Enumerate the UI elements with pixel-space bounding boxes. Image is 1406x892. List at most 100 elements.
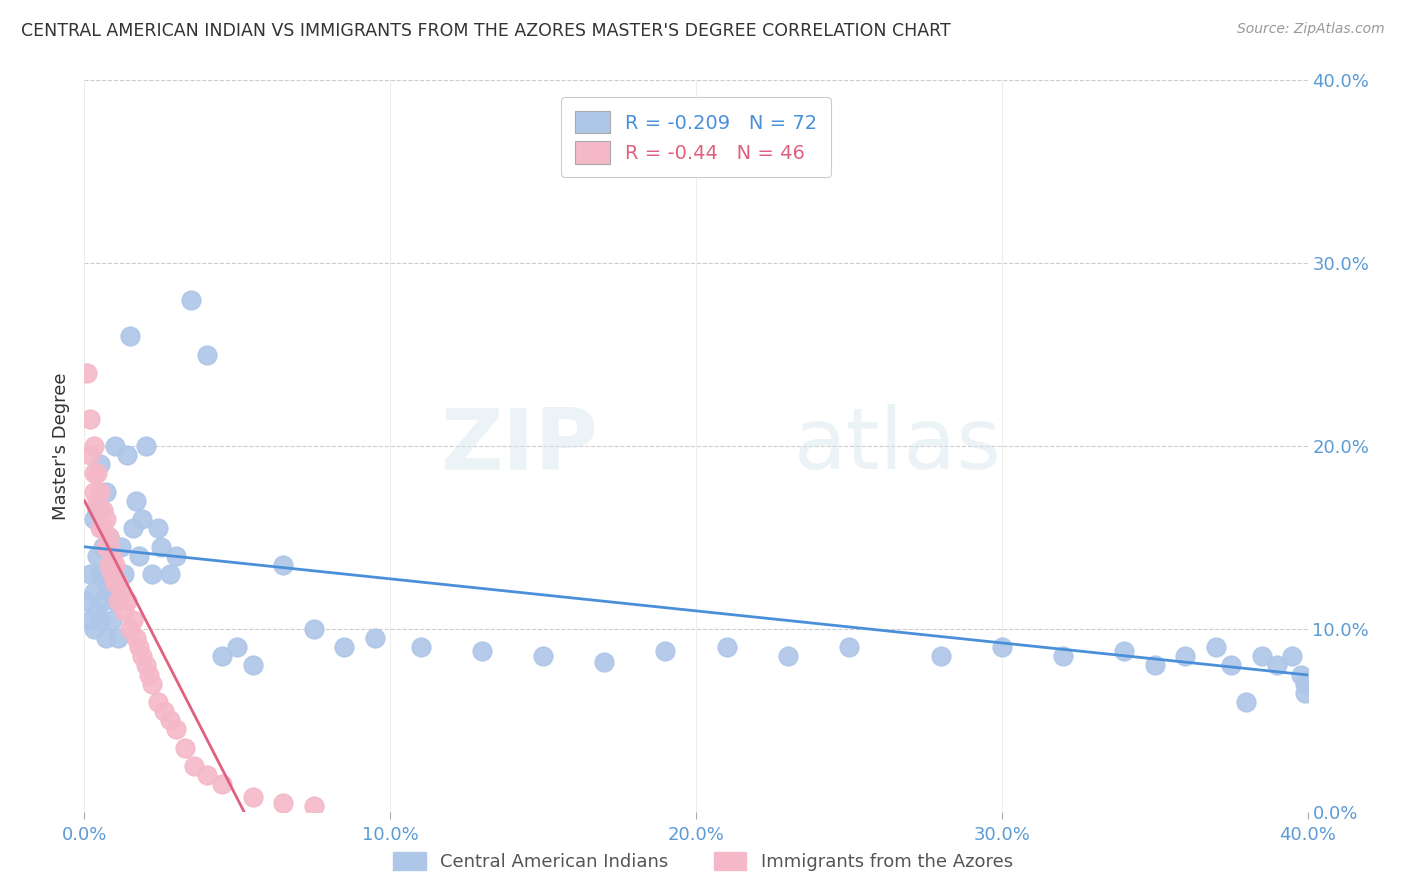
Y-axis label: Master's Degree: Master's Degree xyxy=(52,372,70,520)
Point xyxy=(79,613,101,627)
Point xyxy=(409,640,432,655)
Point xyxy=(135,658,157,673)
Text: Source: ZipAtlas.com: Source: ZipAtlas.com xyxy=(1237,22,1385,37)
Point xyxy=(83,585,105,599)
Point xyxy=(91,540,114,554)
Point xyxy=(271,796,294,810)
Point xyxy=(211,777,233,791)
Point xyxy=(1143,658,1166,673)
Point xyxy=(83,467,105,481)
Point xyxy=(141,676,163,690)
Point xyxy=(115,594,138,608)
Point xyxy=(104,576,127,591)
Point xyxy=(79,448,101,462)
Point xyxy=(101,613,124,627)
Point xyxy=(110,585,132,599)
Point xyxy=(89,457,111,471)
Point xyxy=(159,567,181,582)
Point xyxy=(149,540,172,554)
Point xyxy=(112,567,135,582)
Point xyxy=(97,530,120,544)
Point xyxy=(1291,667,1313,681)
Point xyxy=(122,613,145,627)
Point xyxy=(135,439,157,453)
Point xyxy=(716,640,738,655)
Point xyxy=(226,640,249,655)
Point xyxy=(146,521,169,535)
Point xyxy=(271,558,294,572)
Point xyxy=(1052,649,1074,664)
Point xyxy=(141,567,163,582)
Point xyxy=(112,603,135,617)
Point xyxy=(101,549,124,563)
Point xyxy=(1294,686,1316,700)
Point xyxy=(107,631,129,645)
Point xyxy=(153,704,176,718)
Point xyxy=(97,540,120,554)
Point xyxy=(195,768,218,782)
Point xyxy=(86,603,108,617)
Point xyxy=(1236,695,1258,709)
Point xyxy=(101,558,124,572)
Point xyxy=(89,503,111,517)
Point xyxy=(593,655,616,669)
Point xyxy=(107,576,129,591)
Point xyxy=(174,740,197,755)
Point xyxy=(104,594,127,608)
Point xyxy=(97,530,120,544)
Point xyxy=(83,622,105,636)
Point xyxy=(110,540,132,554)
Point xyxy=(89,484,111,499)
Point xyxy=(94,512,117,526)
Point xyxy=(146,695,169,709)
Point xyxy=(86,549,108,563)
Point xyxy=(97,585,120,599)
Point xyxy=(86,494,108,508)
Text: CENTRAL AMERICAN INDIAN VS IMMIGRANTS FROM THE AZORES MASTER'S DEGREE CORRELATIO: CENTRAL AMERICAN INDIAN VS IMMIGRANTS FR… xyxy=(21,22,950,40)
Point xyxy=(94,540,117,554)
Point xyxy=(86,467,108,481)
Point xyxy=(593,110,616,124)
Point xyxy=(1250,649,1272,664)
Text: ZIP: ZIP xyxy=(440,404,598,488)
Point xyxy=(159,714,181,728)
Point xyxy=(242,790,264,805)
Point xyxy=(165,549,187,563)
Point xyxy=(1114,644,1136,658)
Point xyxy=(83,484,105,499)
Point xyxy=(128,549,150,563)
Point xyxy=(94,631,117,645)
Point xyxy=(838,640,860,655)
Point xyxy=(104,558,127,572)
Point xyxy=(94,576,117,591)
Point xyxy=(115,448,138,462)
Point xyxy=(1281,649,1303,664)
Point xyxy=(91,594,114,608)
Point xyxy=(131,649,153,664)
Point xyxy=(333,640,356,655)
Point xyxy=(471,644,494,658)
Point xyxy=(79,411,101,425)
Point xyxy=(195,347,218,362)
Point xyxy=(776,649,799,664)
Point xyxy=(83,512,105,526)
Point xyxy=(76,594,98,608)
Point xyxy=(91,521,114,535)
Point xyxy=(1294,676,1316,690)
Point xyxy=(1265,658,1288,673)
Point xyxy=(101,567,124,582)
Point xyxy=(107,594,129,608)
Point xyxy=(128,640,150,655)
Point xyxy=(104,439,127,453)
Point xyxy=(180,293,202,307)
Point xyxy=(1220,658,1243,673)
Point xyxy=(242,658,264,673)
Point xyxy=(83,439,105,453)
Point xyxy=(138,667,160,681)
Point xyxy=(183,759,205,773)
Point xyxy=(89,613,111,627)
Point xyxy=(86,503,108,517)
Point xyxy=(89,567,111,582)
Point xyxy=(211,649,233,664)
Legend: Central American Indians, Immigrants from the Azores: Central American Indians, Immigrants fro… xyxy=(387,845,1019,879)
